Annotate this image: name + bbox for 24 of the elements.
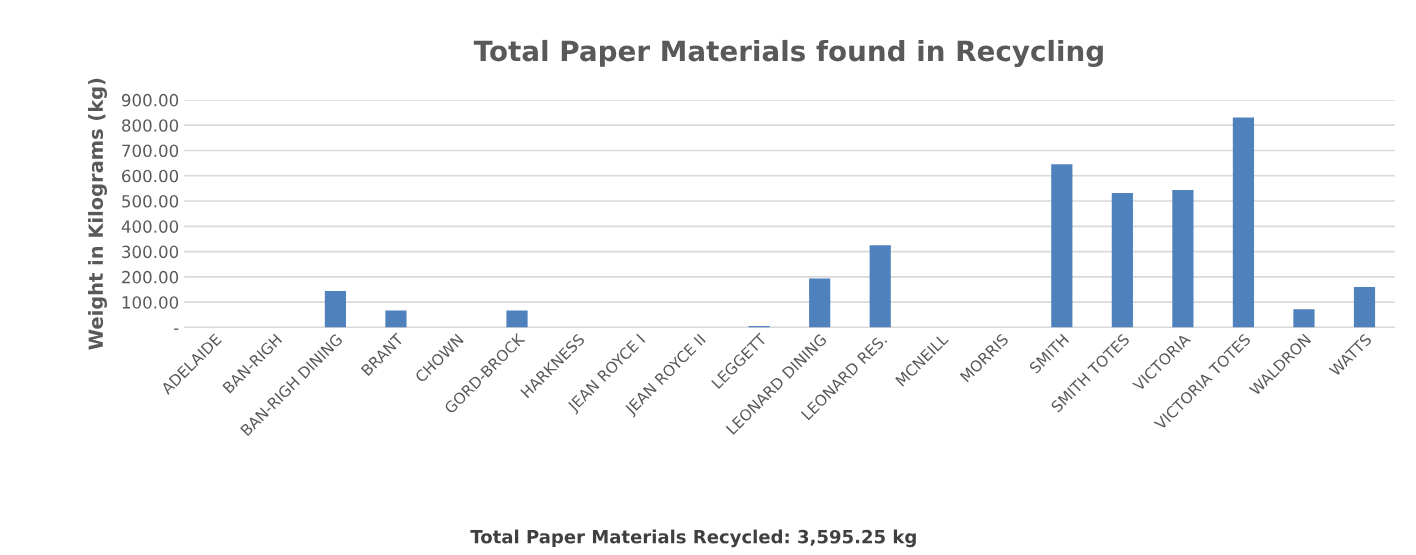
y-tick-label: 800.00 (122, 119, 179, 132)
y-tick-label: 900.00 (121, 93, 179, 107)
bar (1232, 117, 1255, 328)
bar (1353, 287, 1376, 328)
y-tick-label: 200.00 (122, 270, 179, 284)
y-tick-label: 300.00 (122, 245, 179, 259)
y-tick-label: - (174, 328, 179, 330)
bar (1111, 192, 1133, 328)
chart-title: Total Paper Materials found in Recycling (473, 39, 1103, 68)
y-tick-label: 500.00 (122, 195, 179, 208)
y-tick-label: 600.00 (122, 169, 179, 183)
bar (506, 310, 528, 328)
y-axis-title: Weight in Kilograms (kg) (88, 78, 108, 350)
bar (1293, 309, 1315, 328)
y-tick-label: 400.00 (121, 220, 179, 233)
bar (1172, 189, 1194, 328)
bar (324, 291, 347, 328)
y-tick-label: 100.00 (122, 296, 179, 309)
bar (385, 310, 407, 328)
y-tick-label: 700.00 (122, 144, 179, 158)
bar (809, 278, 831, 328)
bar (1051, 164, 1073, 328)
bar (869, 245, 891, 328)
text: Total Paper Materials Recycled: 3,595.25 kg (470, 529, 916, 548)
